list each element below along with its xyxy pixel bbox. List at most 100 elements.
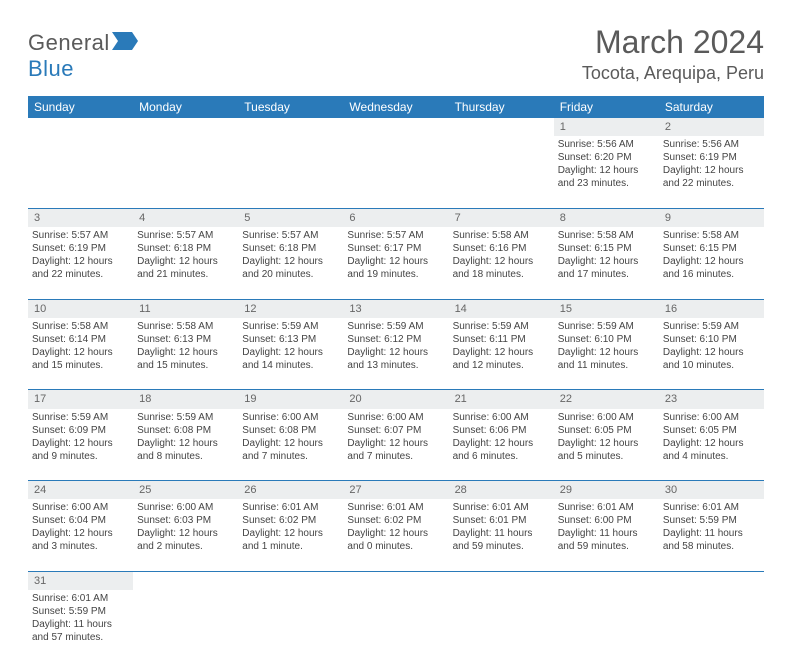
daylight-text: Daylight: 12 hours [558,255,655,268]
day-number-cell: 20 [343,390,448,409]
daylight-text: Daylight: 12 hours [137,527,234,540]
sunrise-text: Sunrise: 5:57 AM [32,229,129,242]
day-detail-cell: Sunrise: 5:56 AMSunset: 6:20 PMDaylight:… [554,136,659,208]
daylight-text: and 58 minutes. [663,540,760,553]
sunrise-text: Sunrise: 5:57 AM [242,229,339,242]
sunrise-text: Sunrise: 5:57 AM [347,229,444,242]
day-number-cell: 4 [133,208,238,227]
sunrise-text: Sunrise: 5:58 AM [453,229,550,242]
day-number-cell: 7 [449,208,554,227]
day-detail-cell: Sunrise: 5:58 AMSunset: 6:15 PMDaylight:… [659,227,764,299]
daylight-text: and 22 minutes. [32,268,129,281]
logo-text-b: Blue [28,56,74,81]
day-number-cell: 14 [449,299,554,318]
day-header: Saturday [659,96,764,118]
day-detail-cell: Sunrise: 6:01 AMSunset: 6:00 PMDaylight:… [554,499,659,571]
calendar-table: SundayMondayTuesdayWednesdayThursdayFrid… [28,96,764,662]
sunrise-text: Sunrise: 5:56 AM [558,138,655,151]
day-number-cell: 23 [659,390,764,409]
day-detail-cell [238,136,343,208]
daylight-text: and 14 minutes. [242,359,339,372]
day-detail-cell: Sunrise: 5:56 AMSunset: 6:19 PMDaylight:… [659,136,764,208]
sunrise-text: Sunrise: 5:59 AM [242,320,339,333]
day-detail-cell [449,590,554,662]
daylight-text: Daylight: 12 hours [663,437,760,450]
daylight-text: Daylight: 11 hours [558,527,655,540]
daylight-text: Daylight: 12 hours [453,346,550,359]
day-number-cell [343,118,448,136]
daylight-text: and 21 minutes. [137,268,234,281]
sunrise-text: Sunrise: 5:57 AM [137,229,234,242]
daylight-text: and 20 minutes. [242,268,339,281]
sunrise-text: Sunrise: 6:00 AM [663,411,760,424]
daylight-text: and 57 minutes. [32,631,129,644]
day-detail-cell: Sunrise: 6:01 AMSunset: 6:02 PMDaylight:… [238,499,343,571]
day-detail-row: Sunrise: 5:56 AMSunset: 6:20 PMDaylight:… [28,136,764,208]
daylight-text: and 10 minutes. [663,359,760,372]
sunset-text: Sunset: 6:18 PM [137,242,234,255]
day-detail-cell [238,590,343,662]
sunset-text: Sunset: 6:08 PM [137,424,234,437]
daylight-text: Daylight: 12 hours [32,437,129,450]
day-detail-cell: Sunrise: 6:00 AMSunset: 6:04 PMDaylight:… [28,499,133,571]
daylight-text: Daylight: 12 hours [137,255,234,268]
daylight-text: Daylight: 12 hours [663,164,760,177]
daylight-text: Daylight: 12 hours [558,437,655,450]
day-detail-row: Sunrise: 5:59 AMSunset: 6:09 PMDaylight:… [28,409,764,481]
sunset-text: Sunset: 6:13 PM [242,333,339,346]
daynum-row: 12 [28,118,764,136]
sunrise-text: Sunrise: 5:59 AM [558,320,655,333]
logo: GeneralBlue [28,30,138,82]
day-number-cell: 18 [133,390,238,409]
day-number-cell: 17 [28,390,133,409]
day-number-cell: 29 [554,481,659,500]
sunset-text: Sunset: 6:05 PM [558,424,655,437]
daylight-text: Daylight: 12 hours [242,527,339,540]
day-detail-row: Sunrise: 5:58 AMSunset: 6:14 PMDaylight:… [28,318,764,390]
day-detail-cell: Sunrise: 5:57 AMSunset: 6:19 PMDaylight:… [28,227,133,299]
sunset-text: Sunset: 6:18 PM [242,242,339,255]
daylight-text: Daylight: 12 hours [347,255,444,268]
daynum-row: 17181920212223 [28,390,764,409]
daylight-text: and 15 minutes. [137,359,234,372]
sunset-text: Sunset: 6:02 PM [242,514,339,527]
day-detail-row: Sunrise: 5:57 AMSunset: 6:19 PMDaylight:… [28,227,764,299]
day-detail-cell [133,136,238,208]
daylight-text: and 7 minutes. [242,450,339,463]
daylight-text: and 9 minutes. [32,450,129,463]
sunrise-text: Sunrise: 6:01 AM [347,501,444,514]
sunrise-text: Sunrise: 5:59 AM [663,320,760,333]
day-detail-cell [133,590,238,662]
sunrise-text: Sunrise: 6:01 AM [242,501,339,514]
sunrise-text: Sunrise: 5:58 AM [558,229,655,242]
day-detail-cell: Sunrise: 6:01 AMSunset: 6:02 PMDaylight:… [343,499,448,571]
daylight-text: Daylight: 12 hours [137,346,234,359]
day-number-cell [554,571,659,590]
sunset-text: Sunset: 6:03 PM [137,514,234,527]
sunrise-text: Sunrise: 6:00 AM [347,411,444,424]
daylight-text: and 18 minutes. [453,268,550,281]
day-detail-cell: Sunrise: 6:00 AMSunset: 6:03 PMDaylight:… [133,499,238,571]
day-detail-cell: Sunrise: 6:00 AMSunset: 6:05 PMDaylight:… [554,409,659,481]
daylight-text: Daylight: 11 hours [32,618,129,631]
month-title: March 2024 [582,24,764,61]
day-detail-cell: Sunrise: 5:59 AMSunset: 6:09 PMDaylight:… [28,409,133,481]
daylight-text: and 5 minutes. [558,450,655,463]
title-block: March 2024 Tocota, Arequipa, Peru [582,24,764,84]
day-detail-cell: Sunrise: 5:58 AMSunset: 6:16 PMDaylight:… [449,227,554,299]
day-number-cell: 10 [28,299,133,318]
day-detail-cell: Sunrise: 6:01 AMSunset: 5:59 PMDaylight:… [659,499,764,571]
sunset-text: Sunset: 6:04 PM [32,514,129,527]
daynum-row: 24252627282930 [28,481,764,500]
day-header: Wednesday [343,96,448,118]
day-number-cell: 8 [554,208,659,227]
day-detail-cell: Sunrise: 6:00 AMSunset: 6:05 PMDaylight:… [659,409,764,481]
day-detail-cell: Sunrise: 6:01 AMSunset: 5:59 PMDaylight:… [28,590,133,662]
day-number-cell [449,571,554,590]
day-detail-cell: Sunrise: 5:59 AMSunset: 6:08 PMDaylight:… [133,409,238,481]
daylight-text: and 59 minutes. [453,540,550,553]
day-number-cell: 12 [238,299,343,318]
day-detail-cell: Sunrise: 6:00 AMSunset: 6:08 PMDaylight:… [238,409,343,481]
sunset-text: Sunset: 6:10 PM [558,333,655,346]
day-number-cell: 22 [554,390,659,409]
